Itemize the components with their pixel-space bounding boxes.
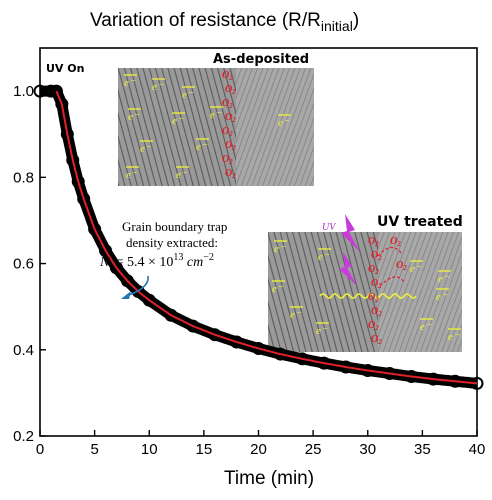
electron-label: e⁻ [182, 89, 194, 101]
uv-small-label: UV [322, 222, 337, 233]
electron-label: e⁻ [448, 331, 460, 343]
electron-label: e⁻ [126, 169, 138, 181]
inset-as-deposited: As-deposited e⁻ e⁻e⁻e⁻ e⁻ e⁻e⁻ e⁻e⁻ e⁻e⁻O2O2O… [118, 52, 314, 186]
desorb-arrow [377, 246, 403, 257]
chart-title: Variation of resistance (R/Rinitial) [90, 10, 359, 34]
trap-annotation: Grain boundary trap density extracted: N… [99, 219, 227, 299]
o2-label: O2 [222, 98, 233, 110]
y-tick-label: 1.0 [13, 83, 34, 100]
o2-label: O2 [371, 278, 382, 290]
fit-line [55, 90, 478, 385]
x-tick-label: 20 [250, 441, 267, 458]
y-tick-label: 0.6 [13, 256, 34, 273]
electron-label: e⁻ [274, 243, 286, 255]
x-tick-label: 10 [141, 441, 158, 458]
x-tick-label: 5 [90, 441, 98, 458]
y-tick-label: 0.2 [13, 428, 34, 445]
o2-label: O2 [371, 306, 382, 318]
electron-label: e⁻ [152, 81, 164, 93]
electron-label: e⁻ [272, 283, 284, 295]
axis-ticks: 0 5 10 15 20 25 30 35 40 0.2 0.4 0.6 0.8 1.0 [13, 83, 485, 458]
x-axis-title: Time (min) [224, 468, 314, 489]
x-tick-label: 25 [305, 441, 322, 458]
uv-treated-label: UV treated [377, 214, 463, 230]
x-tick-label: 15 [196, 441, 213, 458]
trap-line2: density extracted: [126, 235, 218, 250]
electron-label: e⁻ [124, 77, 136, 89]
o2-label: O2 [368, 264, 379, 276]
o2-label: O2 [368, 320, 379, 332]
uv-bolt-icon [341, 214, 360, 252]
o2-label: O2 [368, 236, 379, 248]
electron-label: e⁻ [176, 169, 188, 181]
o2-label: O2 [225, 168, 236, 180]
electron-label: e⁻ [318, 251, 330, 263]
x-tick-label: 35 [414, 441, 431, 458]
o2-label: O2 [396, 260, 407, 272]
electron-label: e⁻ [410, 263, 422, 275]
o2-label: O2 [225, 140, 236, 152]
electron-label: e⁻ [128, 111, 140, 123]
y-tick-label: 0.8 [13, 169, 34, 186]
electron-label: e⁻ [172, 115, 184, 127]
uv-on-label: UV On [46, 62, 84, 75]
o2-label: O2 [371, 334, 382, 346]
desorb-arrow [379, 276, 405, 287]
inset2-grain-left [268, 232, 378, 352]
o2-label: O2 [371, 250, 382, 262]
o2-label: O2 [222, 70, 233, 82]
inset1-grain-right [236, 68, 314, 186]
o2-label: O2 [222, 154, 233, 166]
electron-label: e⁻ [278, 117, 290, 129]
electron-label: e⁻ [316, 325, 328, 337]
o2-label: O2 [390, 236, 401, 248]
o2-label: O2 [368, 292, 379, 304]
trap-formula: Nt = 5.4 × 1013 cm−2 [99, 252, 214, 273]
as-deposited-label: As-deposited [213, 52, 309, 67]
electron-label: e⁻ [290, 309, 302, 321]
o2-label: O2 [225, 112, 236, 124]
x-tick-label: 30 [359, 441, 376, 458]
electron-label: e⁻ [420, 321, 432, 333]
trap-arrow-head-icon [121, 291, 131, 299]
electron-label: e⁻ [210, 109, 222, 121]
electron-label: e⁻ [196, 141, 208, 153]
trap-line1: Grain boundary trap [122, 219, 227, 234]
o2-label: O2 [222, 126, 233, 138]
inset1-grain-left [118, 68, 236, 186]
x-tick-label: 0 [36, 441, 44, 458]
uv-bolt-icon [339, 252, 357, 286]
inset-uv-treated: UV treated UV e⁻e⁻e⁻e⁻e⁻e⁻e⁻e⁻e⁻e⁻O2O2O2… [268, 214, 463, 352]
electron-label: e⁻ [140, 143, 152, 155]
electron-label: e⁻ [436, 291, 448, 303]
o2-label: O2 [225, 84, 236, 96]
y-tick-label: 0.4 [13, 342, 34, 359]
electron-label: e⁻ [438, 273, 450, 285]
electron-wave [319, 293, 417, 299]
inset2-grain-right [378, 232, 462, 352]
x-tick-label: 40 [469, 441, 486, 458]
